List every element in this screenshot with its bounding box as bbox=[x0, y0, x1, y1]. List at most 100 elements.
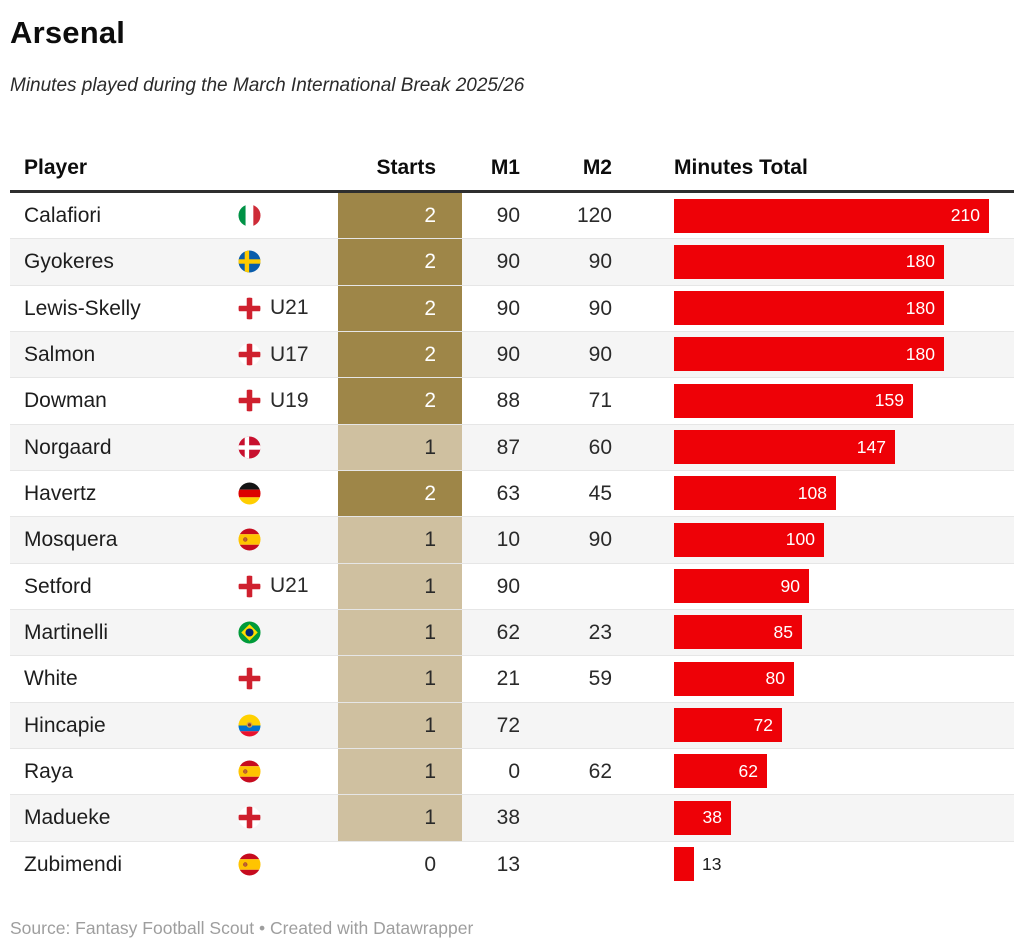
germany-flag-icon bbox=[238, 482, 261, 505]
brazil-flag-icon bbox=[238, 621, 261, 644]
player-name: Hincapie bbox=[24, 713, 106, 737]
england-flag-icon bbox=[238, 389, 261, 412]
england-flag-icon bbox=[238, 667, 261, 690]
starts-value: 2 bbox=[338, 239, 462, 285]
starts-value: 1 bbox=[338, 795, 462, 841]
minutes-total-bar: 180 bbox=[674, 337, 944, 372]
minutes-total-bar: 210 bbox=[674, 198, 989, 233]
starts-value: 2 bbox=[338, 470, 462, 517]
england-flag-icon bbox=[238, 343, 261, 366]
player-name: Norgaard bbox=[24, 435, 112, 459]
table-row: White 1 21 59 80 bbox=[10, 655, 1014, 702]
m2-value: 90 bbox=[588, 250, 612, 274]
m1-value: 90 bbox=[496, 296, 520, 320]
nation-cell bbox=[238, 239, 338, 284]
england-flag-icon bbox=[238, 575, 261, 598]
bar-wrapper: 210 bbox=[674, 198, 1014, 233]
m2-value bbox=[520, 842, 612, 887]
bar-wrapper: 147 bbox=[674, 430, 1014, 465]
bar-wrapper: 90 bbox=[674, 569, 1014, 604]
bar-value-label: 147 bbox=[856, 436, 886, 457]
nation-cell: U17 bbox=[238, 332, 338, 377]
table-row: Raya 1 0 62 62 bbox=[10, 747, 1014, 795]
starts-value: 2 bbox=[338, 331, 462, 378]
m1-value: 87 bbox=[496, 435, 520, 459]
sweden-flag bbox=[238, 250, 261, 274]
ecuador-flag-icon bbox=[238, 714, 261, 737]
m1-value: 63 bbox=[496, 481, 520, 505]
bar-wrapper: 80 bbox=[674, 661, 1014, 696]
minutes-total-bar: 147 bbox=[674, 430, 895, 465]
starts-value: 1 bbox=[338, 748, 462, 795]
youth-level-label: U21 bbox=[270, 574, 309, 598]
italy-flag bbox=[238, 204, 261, 227]
column-header-player: Player bbox=[24, 156, 88, 179]
table-row: Calafiori 2 90 120 210 bbox=[10, 193, 1014, 239]
m1-value: 13 bbox=[496, 852, 520, 876]
player-name: Havertz bbox=[24, 481, 97, 505]
minutes-total-cell: 180 bbox=[612, 286, 1014, 331]
spain-flag bbox=[238, 853, 261, 876]
m1-value: 38 bbox=[496, 806, 520, 830]
bar-wrapper: 13 bbox=[674, 847, 1014, 882]
minutes-total-bar: 108 bbox=[674, 476, 836, 511]
england-flag bbox=[238, 575, 261, 598]
ecuador-flag bbox=[238, 714, 261, 737]
bar-wrapper: 180 bbox=[674, 337, 1014, 372]
bar-value-label: 80 bbox=[765, 668, 785, 689]
minutes-total-cell: 38 bbox=[612, 795, 1014, 840]
bar-value-label: 85 bbox=[773, 621, 793, 642]
minutes-total-bar: 100 bbox=[674, 522, 824, 557]
nation-cell bbox=[238, 656, 338, 701]
table-body: Calafiori 2 90 120 210 Gyokeres 2 90 90 bbox=[10, 193, 1014, 887]
table-row: Gyokeres 2 90 90 180 bbox=[10, 238, 1014, 285]
bar-value-label: 72 bbox=[753, 714, 773, 735]
player-name: Salmon bbox=[24, 342, 96, 366]
m1-value: 0 bbox=[508, 759, 520, 783]
table-row: Zubimendi 0 13 13 bbox=[10, 840, 1014, 887]
starts-value: 1 bbox=[338, 656, 462, 702]
m1-value: 90 bbox=[496, 574, 520, 598]
bar-value-label: 180 bbox=[905, 297, 935, 318]
table-row: Hincapie 1 72 72 bbox=[10, 701, 1014, 748]
table-row: Lewis-Skelly U21 2 90 90 180 bbox=[10, 284, 1014, 331]
bar-wrapper: 85 bbox=[674, 615, 1014, 650]
bar-wrapper: 108 bbox=[674, 476, 1014, 511]
player-name: Lewis-Skelly bbox=[24, 296, 141, 320]
minutes-total-cell: 180 bbox=[612, 239, 1014, 284]
source-attribution: Source: Fantasy Football Scout • Created… bbox=[10, 917, 474, 938]
table-row: Dowman U19 2 88 71 159 bbox=[10, 377, 1014, 424]
minutes-total-bar: 180 bbox=[674, 244, 944, 279]
player-name: Mosquera bbox=[24, 528, 118, 552]
column-header-m2: M2 bbox=[582, 156, 612, 179]
nation-cell bbox=[238, 749, 338, 794]
england-flag bbox=[238, 806, 261, 829]
datawrapper-table-chart: Arsenal Minutes played during the March … bbox=[0, 14, 1024, 939]
minutes-total-cell: 100 bbox=[612, 517, 1014, 562]
column-header-minutes-total: Minutes Total bbox=[674, 156, 808, 179]
bar-wrapper: 180 bbox=[674, 244, 1014, 279]
bar-wrapper: 62 bbox=[674, 754, 1014, 789]
starts-value: 2 bbox=[338, 378, 462, 424]
youth-level-label: U17 bbox=[270, 342, 309, 366]
m2-value: 71 bbox=[588, 389, 612, 413]
minutes-total-cell: 210 bbox=[612, 193, 1014, 238]
bar-value-label: 108 bbox=[797, 482, 827, 503]
chart-subtitle: Minutes played during the March Internat… bbox=[10, 75, 525, 96]
bar-wrapper: 159 bbox=[674, 383, 1014, 418]
nation-cell: U21 bbox=[238, 286, 338, 331]
starts-value: 0 bbox=[424, 852, 436, 876]
nation-cell: U19 bbox=[238, 378, 338, 423]
england-flag bbox=[238, 389, 261, 412]
minutes-total-cell: 90 bbox=[612, 564, 1014, 609]
minutes-total-bar bbox=[674, 847, 694, 882]
brazil-flag bbox=[238, 621, 261, 644]
starts-value: 1 bbox=[338, 563, 462, 609]
player-name: Gyokeres bbox=[24, 250, 114, 274]
m2-value: 23 bbox=[588, 620, 612, 644]
starts-value: 2 bbox=[338, 193, 462, 239]
minutes-total-bar: 85 bbox=[674, 615, 802, 650]
m1-value: 90 bbox=[496, 250, 520, 274]
bar-wrapper: 100 bbox=[674, 522, 1014, 557]
bar-value-label: 180 bbox=[905, 343, 935, 364]
